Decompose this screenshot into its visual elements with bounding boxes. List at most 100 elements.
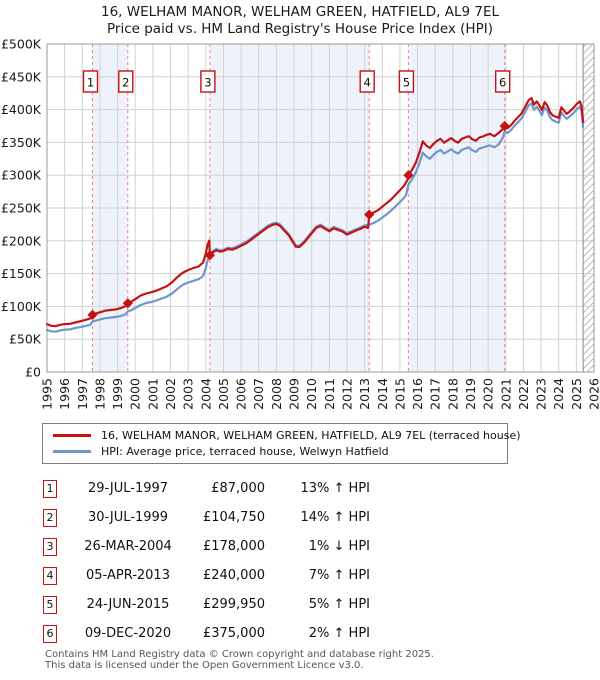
x-axis-tick-label: 2022 (516, 378, 531, 410)
x-axis-tick-label: 2017 (428, 378, 443, 410)
sale-date: 30-JUL-1999 (87, 510, 169, 525)
y-axis-tick-label: £350K (1, 135, 42, 150)
sale-point-diamond (122, 298, 133, 309)
sale-price: £375,000 (202, 626, 265, 641)
sale-price: £178,000 (202, 539, 265, 554)
sale-hpi-diff: 14% ↑ HPI (300, 510, 370, 525)
y-axis-tick-label: £0 (25, 365, 41, 380)
sale-point-diamond (204, 250, 215, 261)
svg-text:6: 6 (499, 76, 506, 90)
svg-text:2: 2 (122, 76, 129, 90)
x-axis-tick-label: 2019 (463, 378, 478, 410)
price-history-chart: £0 £50K £100K £150K £200K £250K £300K £350K £400… (1, 37, 600, 410)
y-axis-tick-label: £100K (1, 299, 42, 314)
x-axis-tick-label: 2002 (163, 378, 178, 410)
svg-text:3: 3 (204, 76, 211, 90)
sales-table: 1 29-JUL-1997 £87,000 13% ↑ HPI 2 30-JUL-1999… (43, 474, 370, 648)
y-axis-tick-label: £500K (1, 37, 42, 52)
x-axis-tick-label: 2013 (357, 378, 372, 410)
x-axis-tick-label: 2025 (569, 378, 584, 410)
x-axis-tick-label: 2016 (410, 378, 425, 410)
x-axis-tick-label: 1996 (57, 378, 72, 410)
svg-text:4: 4 (364, 76, 371, 90)
chart-legend: 16, WELHAM MANOR, WELHAM GREEN, HATFIELD… (42, 423, 521, 464)
x-axis-tick-label: 2021 (498, 378, 513, 410)
sale-row: 3 26-MAR-2004 £178,000 1% ↓ HPI (43, 532, 370, 561)
x-axis-tick-label: 2026 (587, 378, 600, 410)
x-axis-tick-label: 2006 (234, 378, 249, 410)
y-axis-tick-label: £200K (1, 233, 42, 248)
footer-line2: This data is licensed under the Open Gov… (45, 660, 364, 671)
x-axis-tick-label: 2009 (287, 378, 302, 410)
x-axis-tick-label: 2005 (216, 378, 231, 410)
sale-number-badge: 4 (43, 566, 57, 585)
property-price-line (45, 96, 585, 328)
sale-number-badge: 2 (43, 508, 57, 527)
sale-number-badge: 6 (43, 624, 57, 643)
sale-price: £299,950 (202, 597, 265, 612)
sale-number-chart-badge (118, 70, 134, 93)
legend-hpi-label: HPI: Average price, terraced house, Welw… (101, 444, 389, 458)
legend-item-hpi: HPI: Average price, terraced house, Welw… (53, 443, 499, 459)
sale-number-chart-badge (82, 70, 99, 93)
sale-hpi-diff: 5% ↑ HPI (308, 597, 370, 612)
x-axis-tick-label: 2015 (392, 378, 407, 410)
sale-hpi-diff: 2% ↑ HPI (308, 626, 370, 641)
page-title: 16, WELHAM MANOR, WELHAM GREEN, HATFIELD… (101, 4, 499, 20)
hpi-line-swatch (53, 449, 91, 453)
property-line-swatch (53, 433, 91, 437)
sale-date: 26-MAR-2004 (84, 539, 172, 554)
page-subtitle: Price paid vs. HM Land Registry's House … (107, 21, 493, 37)
x-axis-tick-label: 2024 (551, 378, 566, 410)
sale-row: 5 24-JUN-2015 £299,950 5% ↑ HPI (43, 590, 370, 619)
x-axis-tick-label: 2004 (198, 378, 213, 410)
x-axis-tick-label: 2007 (251, 378, 266, 410)
x-axis-tick-label: 1995 (40, 378, 55, 410)
sale-date: 29-JUL-1997 (87, 481, 169, 496)
svg-text:1: 1 (87, 76, 94, 90)
x-axis-tick-label: 2000 (128, 378, 143, 410)
sale-row: 2 30-JUL-1999 £104,750 14% ↑ HPI (43, 503, 370, 532)
x-axis-tick-label: 1998 (92, 378, 107, 410)
x-axis-tick-label: 1997 (75, 378, 90, 410)
footer-line1: Contains HM Land Registry data © Crown c… (45, 649, 434, 660)
x-axis-tick-label: 1999 (110, 378, 125, 410)
x-axis-tick-label: 2001 (145, 378, 160, 410)
sale-number-chart-badge (398, 70, 415, 93)
svg-text:5: 5 (403, 76, 410, 90)
x-axis-tick-label: 2020 (481, 378, 496, 410)
sale-price: £240,000 (202, 568, 265, 583)
y-axis-tick-label: £150K (1, 266, 42, 281)
sale-row: 6 09-DEC-2020 £375,000 2% ↑ HPI (43, 619, 370, 648)
legend-item-property: 16, WELHAM MANOR, WELHAM GREEN, HATFIELD… (53, 427, 521, 443)
x-axis-tick-label: 2023 (534, 378, 549, 410)
sale-hpi-diff: 1% ↓ HPI (308, 539, 370, 554)
y-axis-tick-label: £300K (1, 168, 42, 183)
sale-number-badge: 5 (43, 595, 57, 614)
x-axis-tick-label: 2011 (322, 378, 337, 410)
license-footer: Contains HM Land Registry data © Crown c… (45, 649, 434, 671)
hpi-line (45, 102, 585, 333)
legend-property-label: 16, WELHAM MANOR, WELHAM GREEN, HATFIELD… (101, 428, 521, 442)
sale-number-chart-badge (359, 70, 375, 93)
sale-row: 4 05-APR-2013 £240,000 7% ↑ HPI (43, 561, 370, 590)
sale-date: 24-JUN-2015 (86, 597, 170, 612)
y-axis-tick-label: £50K (9, 332, 42, 347)
x-axis-tick-label: 2014 (375, 378, 390, 410)
sale-hpi-diff: 13% ↑ HPI (300, 481, 370, 496)
y-axis-tick-label: £400K (1, 102, 42, 117)
sale-point-diamond (403, 170, 414, 181)
x-axis-tick-label: 2012 (340, 378, 355, 410)
x-axis-tick-label: 2003 (181, 378, 196, 410)
sale-number-badge: 1 (43, 479, 57, 498)
sale-number-chart-badge (495, 70, 511, 93)
x-axis-tick-label: 2010 (304, 378, 319, 410)
sale-price: £87,000 (211, 481, 265, 496)
sale-date: 05-APR-2013 (86, 568, 170, 583)
sale-date: 09-DEC-2020 (84, 626, 172, 641)
y-axis-tick-label: £450K (1, 69, 42, 84)
x-axis-tick-label: 2008 (269, 378, 284, 410)
sale-number-badge: 3 (43, 537, 57, 556)
sale-hpi-diff: 7% ↑ HPI (308, 568, 370, 583)
